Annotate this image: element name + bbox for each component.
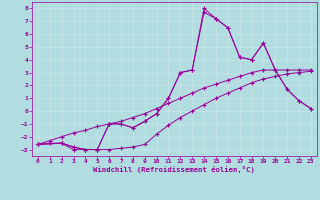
- X-axis label: Windchill (Refroidissement éolien,°C): Windchill (Refroidissement éolien,°C): [93, 166, 255, 173]
